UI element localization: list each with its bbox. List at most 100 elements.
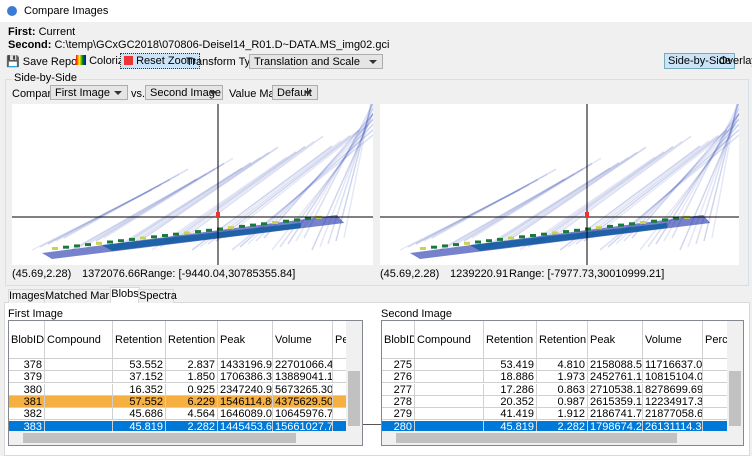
title-bar xyxy=(0,0,752,22)
cell: 4375629.506 xyxy=(273,396,333,408)
cell: 1706386.337 xyxy=(218,371,273,383)
window-title: Compare Images xyxy=(24,5,108,17)
heat-shape xyxy=(228,226,234,229)
cell: 6.229 xyxy=(166,396,218,408)
cell: 276 xyxy=(382,371,415,383)
tab[interactable]: Images xyxy=(8,289,46,303)
cell: 12234917.356 xyxy=(643,396,703,408)
first-table-title: First Image xyxy=(8,308,63,320)
cell xyxy=(45,396,113,408)
heat-shape xyxy=(85,243,91,246)
heat-shape xyxy=(662,218,668,221)
cell: 11716637.065 xyxy=(643,359,703,371)
transform-combo[interactable]: Translation and Scale xyxy=(249,54,383,69)
cell: 4.564 xyxy=(166,408,218,420)
column-header: Peak Value xyxy=(218,321,273,359)
cell xyxy=(415,408,484,420)
cell: 2452761.123 xyxy=(588,371,643,383)
cell: 0.925 xyxy=(166,384,218,396)
column-header: BlobID xyxy=(9,321,45,359)
column-header: Peak Value xyxy=(588,321,643,359)
heat-shape xyxy=(541,233,547,236)
heat-shape xyxy=(63,246,69,249)
cell: 277 xyxy=(382,384,415,396)
cell: 1.850 xyxy=(166,371,218,383)
cell: 378 xyxy=(9,359,45,371)
heat-shape xyxy=(431,246,437,249)
cell: 22701066.453 xyxy=(273,359,333,371)
cell: 1.912 xyxy=(537,408,588,420)
column-header: Compound Name xyxy=(415,321,484,359)
compare-combo[interactable]: First Image xyxy=(50,85,128,100)
heat-shape xyxy=(585,228,591,231)
cell: 2158088.557 xyxy=(588,359,643,371)
cell: 1.973 xyxy=(537,371,588,383)
heat-shape xyxy=(107,241,113,244)
h-thumb[interactable] xyxy=(23,433,296,443)
first-image xyxy=(12,104,373,265)
cell: 20.352 xyxy=(484,396,537,408)
cell: 17.286 xyxy=(484,384,537,396)
cell xyxy=(45,371,113,383)
heat-shape xyxy=(442,244,448,247)
heat-shape xyxy=(118,239,124,242)
heat-shape xyxy=(96,242,102,245)
heat-shape xyxy=(563,230,569,233)
cell: 10645976.723 xyxy=(273,408,333,420)
cell: 2347240.932 xyxy=(218,384,273,396)
cell: 380 xyxy=(9,384,45,396)
cell: 8278699.691 xyxy=(643,384,703,396)
h-thumb[interactable] xyxy=(396,433,677,443)
cell: 278 xyxy=(382,396,415,408)
heat-shape xyxy=(206,229,212,232)
heat-shape xyxy=(596,226,602,229)
v-thumb[interactable] xyxy=(348,371,360,426)
cell: 381 xyxy=(9,396,45,408)
tab[interactable]: Matched Markers xyxy=(44,289,112,303)
cell: 2615359.158 xyxy=(588,396,643,408)
cell: 1433196.954 xyxy=(218,359,273,371)
vs-label: vs. xyxy=(131,88,145,100)
cell: 2.837 xyxy=(166,359,218,371)
second-table-title: Second Image xyxy=(381,308,452,320)
cell: 4.810 xyxy=(537,359,588,371)
left-range: Range: [-9440.04,30785355.84] xyxy=(140,268,295,280)
column-header: Compound Name xyxy=(45,321,113,359)
tab[interactable]: Blobs xyxy=(110,287,140,303)
value-map-combo[interactable]: Default xyxy=(272,85,318,100)
heat-shape xyxy=(552,231,558,234)
column-header: Retention I xyxy=(113,321,166,359)
cell: 18.886 xyxy=(484,371,537,383)
right-range: Range: [-7977.73,30010999.21] xyxy=(509,268,664,280)
heat-shape xyxy=(420,247,426,250)
heat-shape xyxy=(162,234,168,237)
heat-shape xyxy=(195,230,201,233)
heat-shape xyxy=(74,244,80,247)
tab[interactable]: Spectra xyxy=(138,289,174,303)
cell xyxy=(45,359,113,371)
heat-shape xyxy=(508,237,514,240)
second-image xyxy=(380,104,739,265)
overlay-button[interactable]: Overlay xyxy=(715,53,752,69)
heat-shape xyxy=(151,235,157,238)
cell: 53.552 xyxy=(113,359,166,371)
cell: 21877058.614 xyxy=(643,408,703,420)
heat-shape xyxy=(294,218,300,221)
cell: 275 xyxy=(382,359,415,371)
cell: 53.419 xyxy=(484,359,537,371)
heat-shape xyxy=(585,212,589,218)
cell: 1546114.803 xyxy=(218,396,273,408)
heat-shape xyxy=(651,220,657,223)
cell: 41.419 xyxy=(484,408,537,420)
cell: 1646089.022 xyxy=(218,408,273,420)
v-thumb[interactable] xyxy=(729,371,741,426)
heat-shape xyxy=(305,217,311,220)
heat-shape xyxy=(283,220,289,223)
right-value: 1239220.91 xyxy=(450,268,508,280)
second-combo[interactable]: Second Image xyxy=(145,85,223,100)
heat-shape xyxy=(239,225,245,228)
heat-shape xyxy=(574,229,580,232)
link-connector xyxy=(361,424,381,428)
heat-shape xyxy=(618,224,624,227)
